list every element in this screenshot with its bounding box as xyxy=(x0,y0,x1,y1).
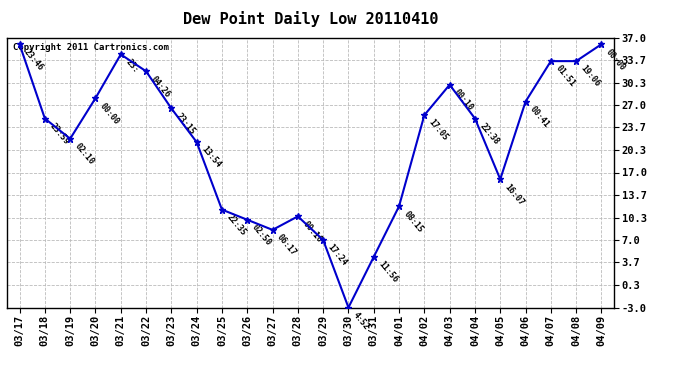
Text: 23:: 23: xyxy=(124,57,140,74)
Text: 08:15: 08:15 xyxy=(402,209,425,234)
Text: 23:46: 23:46 xyxy=(22,47,46,72)
Text: 11:56: 11:56 xyxy=(377,260,400,285)
Text: 00:41: 00:41 xyxy=(529,104,551,129)
Text: 16:07: 16:07 xyxy=(503,182,526,207)
Text: 06:17: 06:17 xyxy=(275,232,298,258)
Text: 01:51: 01:51 xyxy=(553,64,577,89)
Text: 13:54: 13:54 xyxy=(199,145,222,170)
Text: 17:24: 17:24 xyxy=(326,243,349,268)
Text: 22:38: 22:38 xyxy=(477,121,501,146)
Text: 00:00: 00:00 xyxy=(98,101,121,126)
Text: Dew Point Daily Low 20110410: Dew Point Daily Low 20110410 xyxy=(183,11,438,27)
Text: 23:59: 23:59 xyxy=(48,121,70,146)
Text: 4:52: 4:52 xyxy=(351,310,371,332)
Text: 02:50: 02:50 xyxy=(250,222,273,248)
Text: 00:00: 00:00 xyxy=(604,47,627,72)
Text: 17:05: 17:05 xyxy=(427,118,450,143)
Text: 00:10: 00:10 xyxy=(301,219,324,244)
Text: 22:35: 22:35 xyxy=(225,212,248,237)
Text: 00:10: 00:10 xyxy=(453,87,475,112)
Text: 23:15: 23:15 xyxy=(174,111,197,136)
Text: 02:10: 02:10 xyxy=(73,141,96,166)
Text: Copyright 2011 Cartronics.com: Copyright 2011 Cartronics.com xyxy=(13,43,169,52)
Text: 04:26: 04:26 xyxy=(149,74,172,99)
Text: 19:06: 19:06 xyxy=(579,64,602,89)
